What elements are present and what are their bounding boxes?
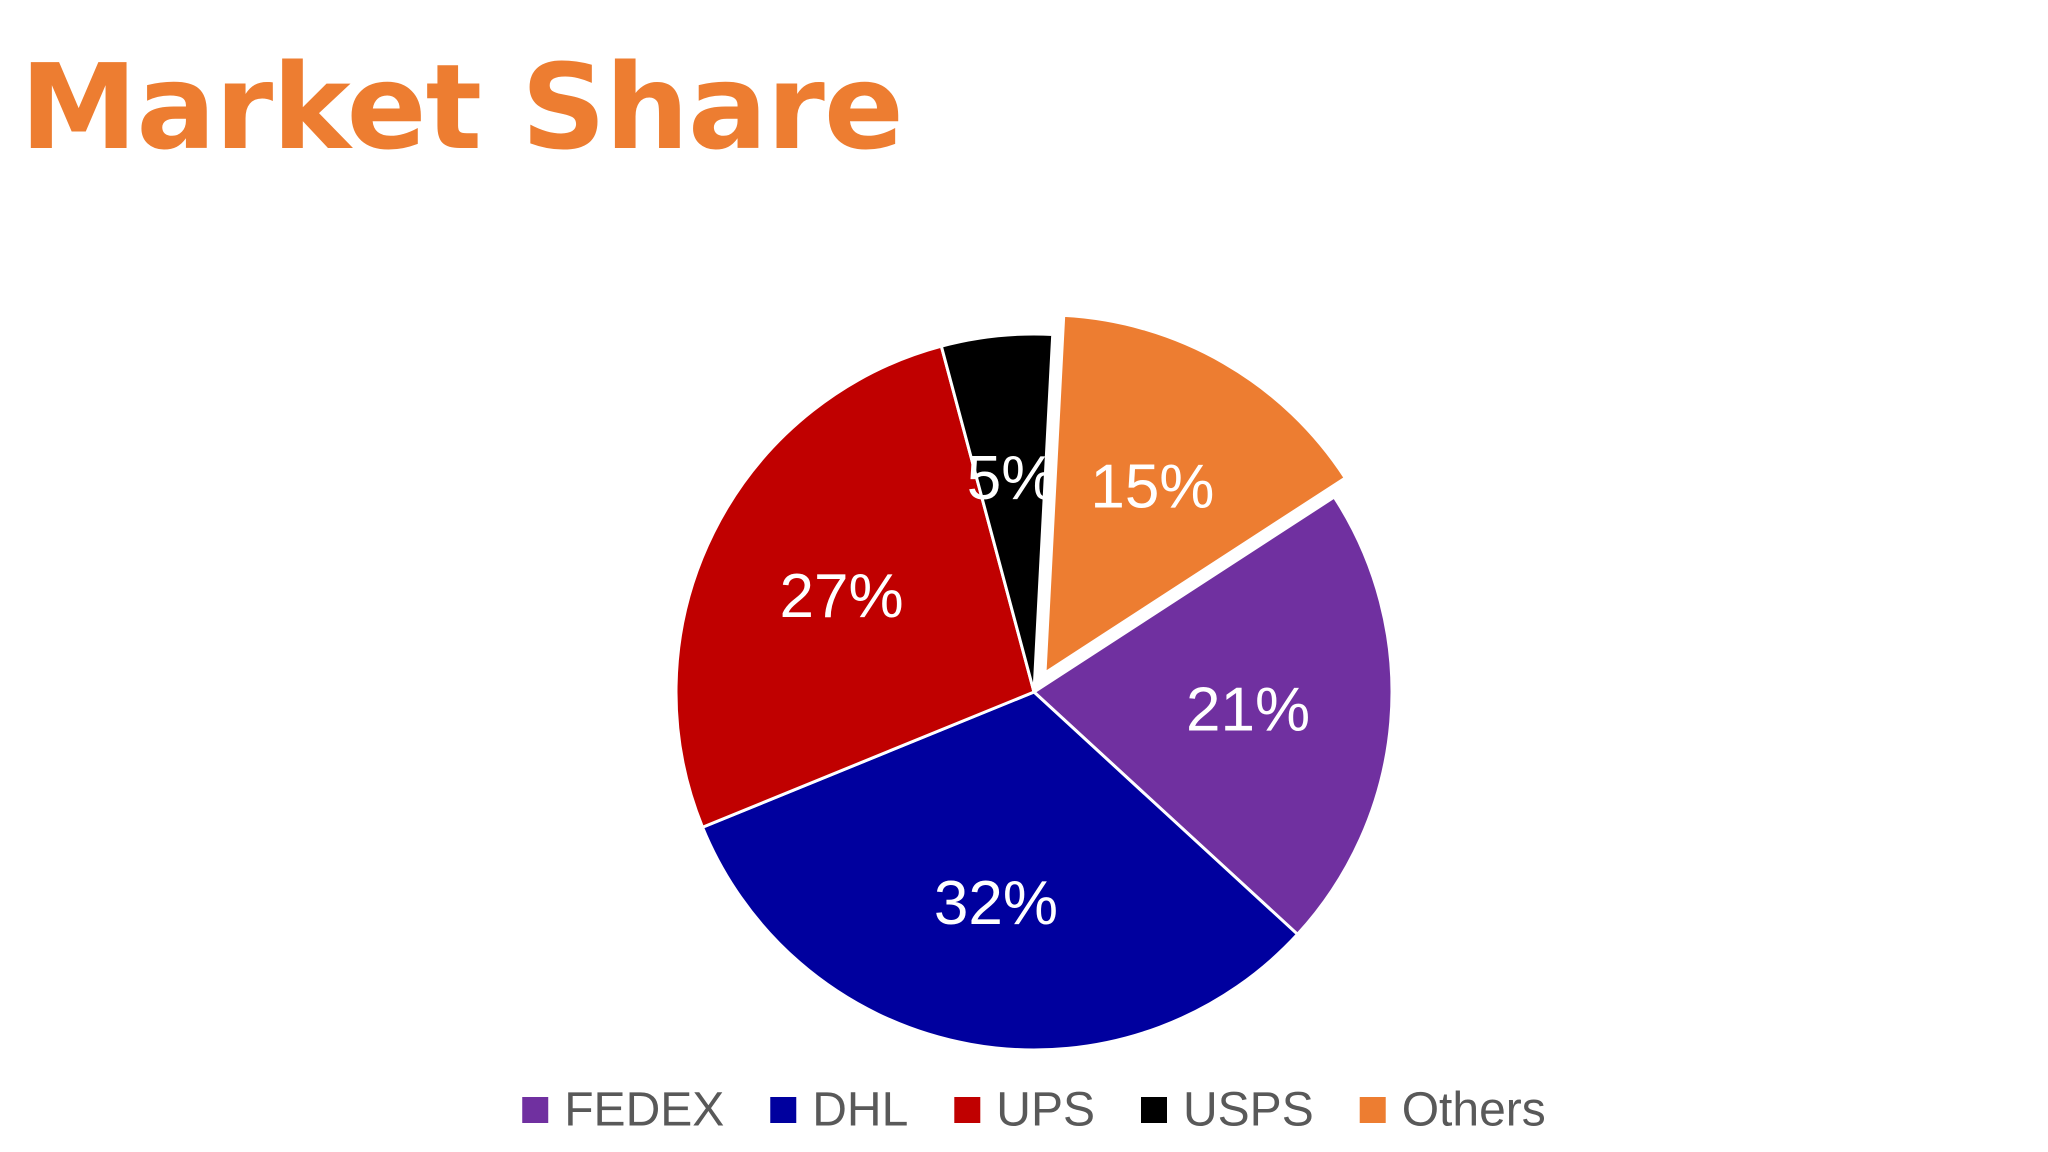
pie-slice-ups [674,344,1036,829]
legend-label-others: Others [1402,1084,1546,1137]
legend-label-ups: UPS [996,1084,1095,1137]
legend-swatch-ups [954,1097,981,1123]
legend-item-fedex: FEDEX [522,1084,724,1137]
legend-label-fedex: FEDEX [564,1084,724,1137]
pie-slices [674,313,1394,1052]
pie-data-labels: 21% 32% 27% 5% 15% [780,444,1311,938]
pie-slice-fedex [1032,495,1394,936]
legend-label-dhl: DHL [812,1084,908,1137]
data-label-others: 15% [1090,452,1214,521]
pie-slice-usps [939,332,1055,694]
legend-item-ups: UPS [954,1084,1095,1137]
data-label-usps: 5% [967,444,1057,513]
pie-slice-others [1043,313,1347,675]
data-label-dhl: 32% [934,869,1058,938]
data-label-ups: 27% [780,562,904,631]
legend-swatch-fedex [522,1097,549,1123]
legend-swatch-dhl [770,1097,797,1123]
legend-swatch-usps [1141,1097,1167,1123]
page-title: Market Share [20,38,904,176]
data-label-fedex: 21% [1186,675,1310,744]
legend-swatch-others [1359,1097,1386,1123]
chart-legend: FEDEX DHL UPS USPS Others [522,1084,1546,1137]
pie-slice-dhl [701,690,1300,1052]
legend-label-usps: USPS [1183,1084,1314,1137]
legend-item-usps: USPS [1141,1084,1314,1137]
legend-item-dhl: DHL [770,1084,908,1137]
legend-item-others: Others [1359,1084,1546,1137]
